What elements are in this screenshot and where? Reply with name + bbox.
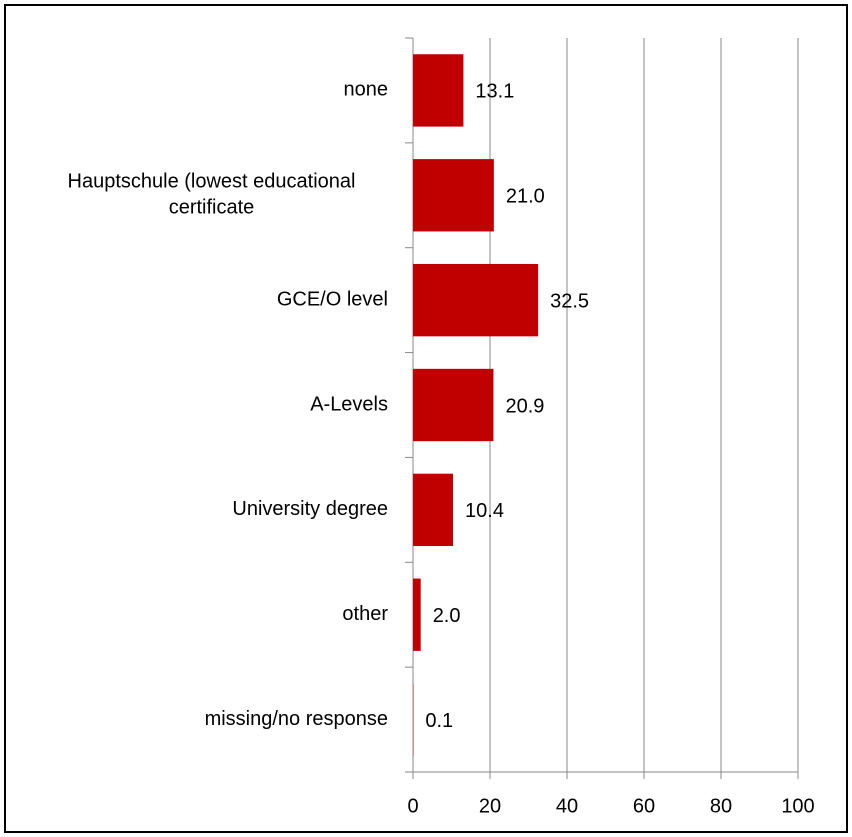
y-tick-label: other — [342, 603, 388, 625]
y-tick-label: A-Levels — [310, 393, 388, 415]
data-label: 13.1 — [475, 81, 514, 103]
bar — [413, 54, 464, 127]
data-label: 10.4 — [465, 500, 504, 522]
bar — [413, 159, 494, 232]
data-label: 0.1 — [425, 710, 453, 732]
y-tick-label: none — [344, 79, 389, 101]
bar — [413, 368, 494, 442]
bar — [413, 578, 421, 651]
x-tick-label: 100 — [781, 795, 814, 817]
x-tick-label: 60 — [633, 795, 655, 817]
y-tick-label: Hauptschule (lowest educational certifica… — [68, 171, 356, 219]
x-tick-label: 20 — [479, 795, 501, 817]
y-tick-label: missing/no response — [205, 708, 388, 730]
bar — [413, 263, 539, 337]
data-label: 2.0 — [433, 605, 461, 627]
data-label: 32.5 — [550, 290, 589, 312]
y-tick-label: University degree — [232, 498, 388, 520]
x-tick-label: 40 — [556, 795, 578, 817]
data-label: 21.0 — [506, 186, 545, 208]
x-tick-label: 0 — [407, 795, 418, 817]
y-tick-label: GCE/O level — [277, 288, 388, 310]
data-label: 20.9 — [505, 395, 544, 417]
bar — [413, 473, 454, 547]
x-tick-label: 80 — [710, 795, 732, 817]
